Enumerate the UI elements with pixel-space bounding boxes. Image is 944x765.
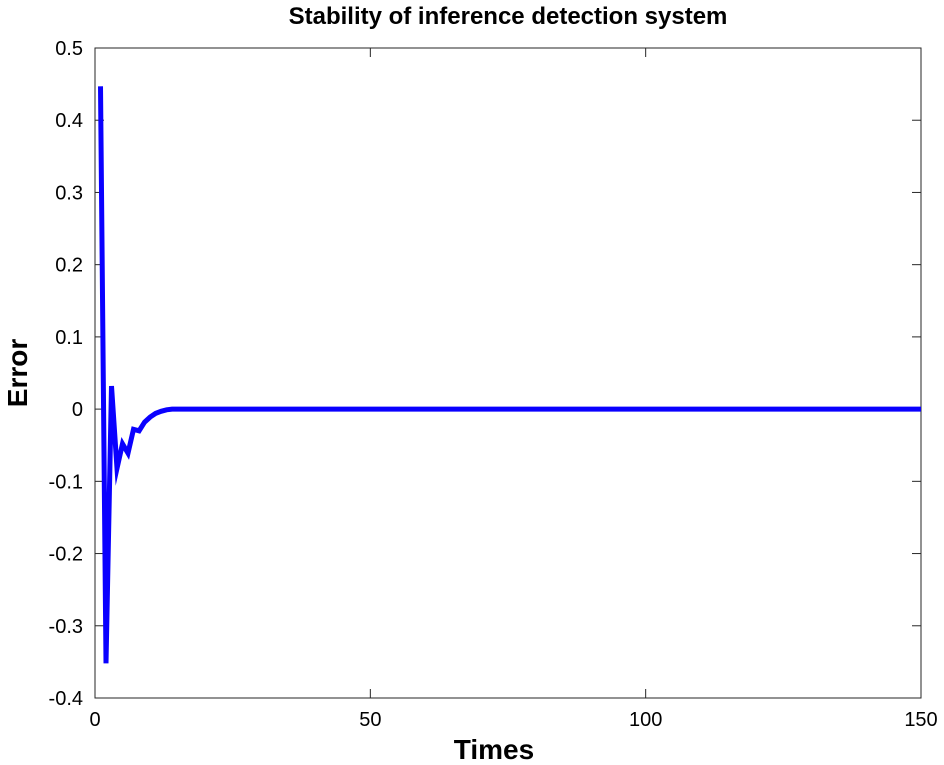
x-tick-label: 0 (89, 709, 100, 731)
y-tick-label: -0.2 (49, 544, 83, 566)
y-axis-title: Error (2, 339, 33, 408)
x-tick-label: 150 (904, 709, 937, 731)
y-tick-label: 0.1 (55, 327, 83, 349)
y-tick-label: 0.3 (55, 182, 83, 204)
chart-title: Stability of inference detection system (289, 3, 728, 30)
y-tick-label: 0 (72, 399, 83, 421)
y-tick-label: 0.2 (55, 255, 83, 277)
x-tick-label: 100 (629, 709, 662, 731)
y-tick-label: -0.3 (49, 616, 83, 638)
y-axis: -0.4 -0.3 -0.2 -0.1 0 0.1 0.2 0.3 0.4 0.5 (49, 38, 921, 710)
plot-area-frame (94, 47, 922, 699)
x-axis: 0 50 100 150 (89, 48, 938, 731)
x-axis-title: Times (454, 734, 534, 765)
y-tick-label: -0.1 (49, 471, 83, 493)
y-tick-label: 0.4 (55, 110, 83, 132)
y-tick-label: -0.4 (49, 688, 83, 710)
y-tick-label: 0.5 (55, 38, 83, 60)
series-layer (98, 86, 921, 664)
x-tick-label: 50 (359, 709, 381, 731)
error-series-line (98, 86, 921, 664)
